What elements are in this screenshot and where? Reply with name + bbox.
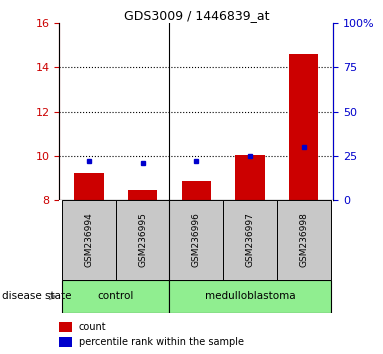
Bar bbox=[116, 200, 169, 280]
Bar bbox=[235, 155, 265, 200]
Bar bbox=[128, 190, 157, 200]
Text: GSM236994: GSM236994 bbox=[84, 212, 93, 267]
Bar bbox=[59, 337, 72, 347]
Bar bbox=[223, 200, 277, 280]
Bar bbox=[62, 280, 169, 313]
Bar bbox=[169, 280, 331, 313]
Text: GSM236996: GSM236996 bbox=[192, 212, 201, 267]
Bar bbox=[277, 200, 331, 280]
Bar bbox=[169, 200, 223, 280]
Bar bbox=[289, 54, 318, 200]
Text: disease state: disease state bbox=[2, 291, 71, 302]
Text: control: control bbox=[98, 291, 134, 302]
Text: GSM236995: GSM236995 bbox=[138, 212, 147, 267]
Bar bbox=[182, 181, 211, 200]
Title: GDS3009 / 1446839_at: GDS3009 / 1446839_at bbox=[124, 9, 269, 22]
Text: medulloblastoma: medulloblastoma bbox=[205, 291, 295, 302]
Bar bbox=[59, 322, 72, 332]
Bar bbox=[62, 200, 116, 280]
Text: GSM236997: GSM236997 bbox=[246, 212, 254, 267]
Bar bbox=[74, 173, 104, 200]
Text: percentile rank within the sample: percentile rank within the sample bbox=[79, 337, 244, 347]
Text: count: count bbox=[79, 322, 106, 332]
Text: GSM236998: GSM236998 bbox=[299, 212, 308, 267]
